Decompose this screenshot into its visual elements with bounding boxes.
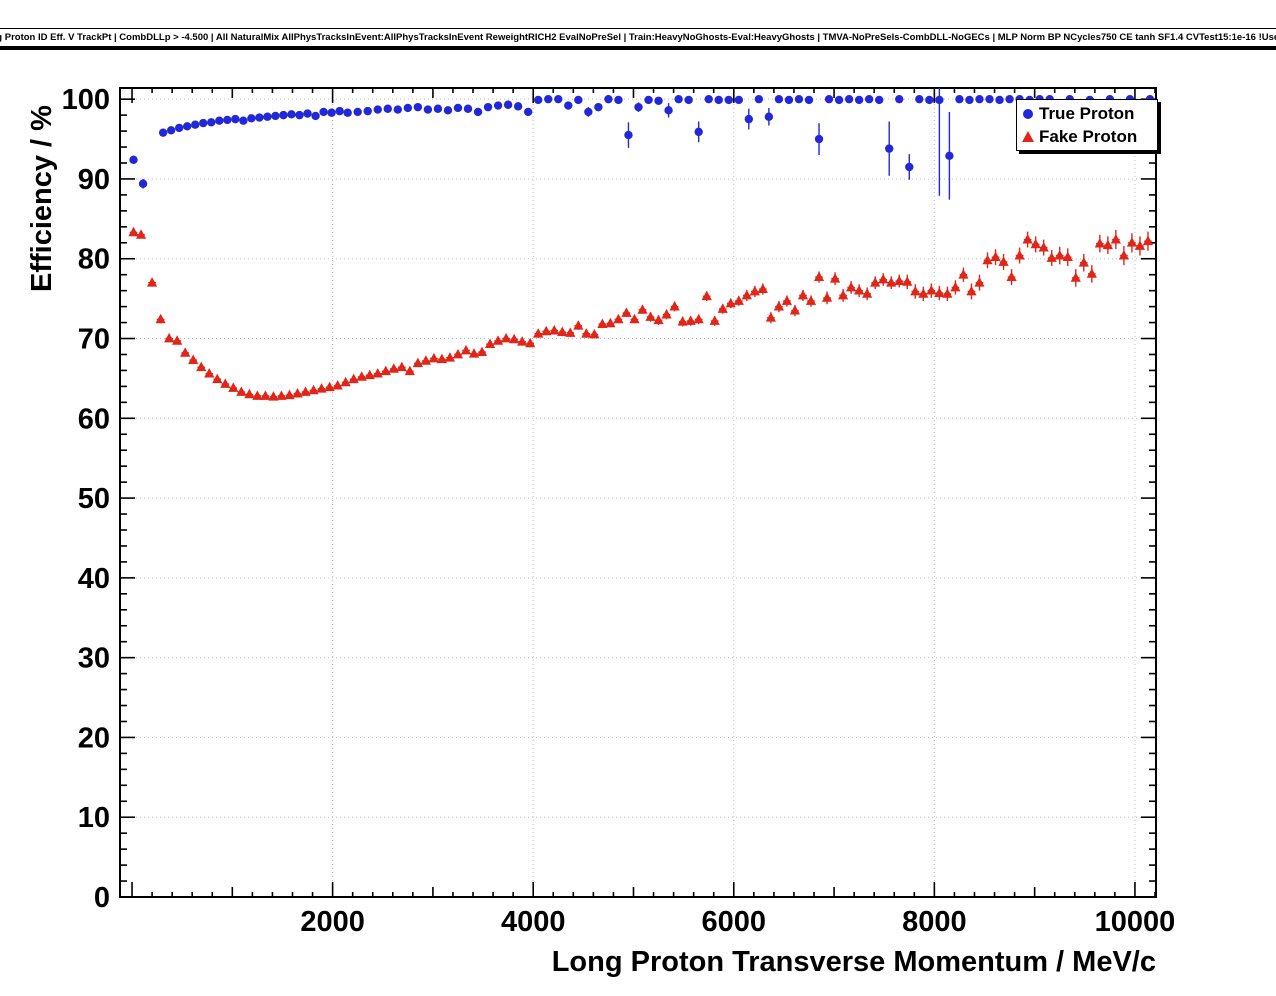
svg-text:80: 80 — [78, 244, 110, 276]
svg-text:60: 60 — [78, 403, 110, 435]
plot-title: Long Proton ID Eff. V TrackPt | CombDLLp… — [0, 32, 1276, 43]
y-axis-title: Efficiency / % — [26, 105, 58, 292]
svg-text:70: 70 — [78, 324, 110, 356]
x-axis-title: Long Proton Transverse Momentum / MeV/c — [551, 946, 1156, 978]
series-true-proton — [129, 88, 1155, 200]
svg-text:2000: 2000 — [300, 906, 365, 938]
true-proton-marker-icon — [1023, 108, 1033, 119]
legend-label-true-proton: True Proton — [1039, 103, 1135, 123]
gridlines — [120, 88, 1156, 897]
svg-text:20: 20 — [78, 722, 110, 754]
svg-text:0: 0 — [94, 882, 110, 914]
svg-text:100: 100 — [62, 84, 110, 116]
plot-title-box: Long Proton ID Eff. V TrackPt | CombDLLp… — [0, 28, 1276, 47]
series-fake-proton — [128, 226, 1154, 401]
legend: True Proton Fake Proton — [1016, 99, 1158, 151]
axis-ticks — [120, 88, 1156, 898]
svg-text:50: 50 — [78, 483, 110, 515]
tick-labels: 0 10 20 30 40 50 60 70 80 90 100 2000 4000 6000 8000 10… — [62, 84, 1176, 938]
legend-label-fake-proton: Fake Proton — [1039, 126, 1138, 146]
svg-text:40: 40 — [78, 563, 110, 595]
svg-text:90: 90 — [78, 164, 110, 196]
fake-proton-marker-icon — [1022, 131, 1034, 142]
svg-text:6000: 6000 — [702, 906, 767, 938]
legend-entry-true-proton: True Proton — [1017, 102, 1157, 125]
svg-text:10: 10 — [78, 802, 110, 834]
svg-text:8000: 8000 — [902, 906, 967, 938]
legend-entry-fake-proton: Fake Proton — [1017, 125, 1157, 148]
svg-text:30: 30 — [78, 643, 110, 675]
svg-text:4000: 4000 — [501, 906, 566, 938]
svg-text:10000: 10000 — [1095, 906, 1176, 938]
plot-frame — [119, 87, 1157, 898]
